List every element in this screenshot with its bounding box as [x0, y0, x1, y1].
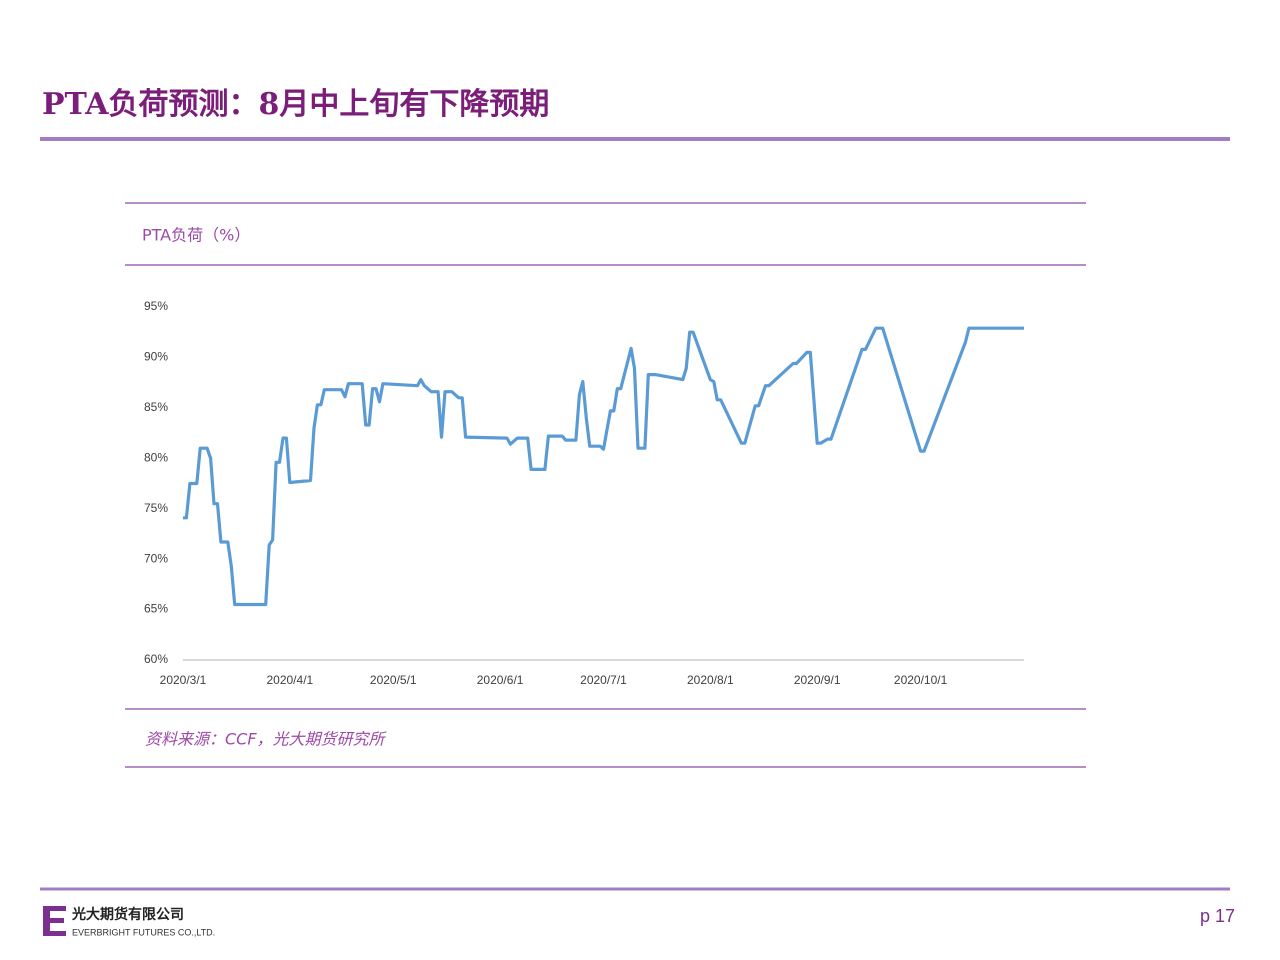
company-name-en: EVERBRIGHT FUTURES CO.,LTD.	[72, 927, 215, 937]
company-name: 光大期货有限公司	[71, 906, 184, 923]
y-tick-label: 85%	[144, 400, 168, 414]
chart-title: PTA负荷（%）	[142, 226, 250, 245]
source-note: 资料来源：CCF，光大期货研究所	[145, 730, 388, 749]
y-tick-label: 60%	[144, 652, 168, 666]
x-tick-label: 2020/4/1	[266, 673, 313, 687]
x-tick-label: 2020/6/1	[477, 673, 524, 687]
x-tick-label: 2020/10/1	[894, 673, 948, 687]
y-tick-label: 75%	[144, 501, 168, 515]
y-tick-label: 90%	[144, 350, 168, 364]
x-tick-label: 2020/3/1	[160, 673, 207, 687]
logo	[43, 906, 66, 936]
y-tick-label: 70%	[144, 551, 168, 565]
x-tick-label: 2020/8/1	[687, 673, 734, 687]
y-tick-label: 95%	[144, 299, 168, 313]
slide-title: PTA负荷预测：8月中上旬有下降预期	[42, 87, 549, 122]
y-tick-label: 65%	[144, 602, 168, 616]
page-number: p 17	[1200, 906, 1235, 926]
x-tick-label: 2020/7/1	[580, 673, 627, 687]
chart-frame	[125, 202, 1086, 768]
y-tick-label: 80%	[144, 450, 168, 464]
data-line	[183, 326, 1024, 607]
x-tick-label: 2020/5/1	[370, 673, 417, 687]
x-tick-label: 2020/9/1	[794, 673, 841, 687]
